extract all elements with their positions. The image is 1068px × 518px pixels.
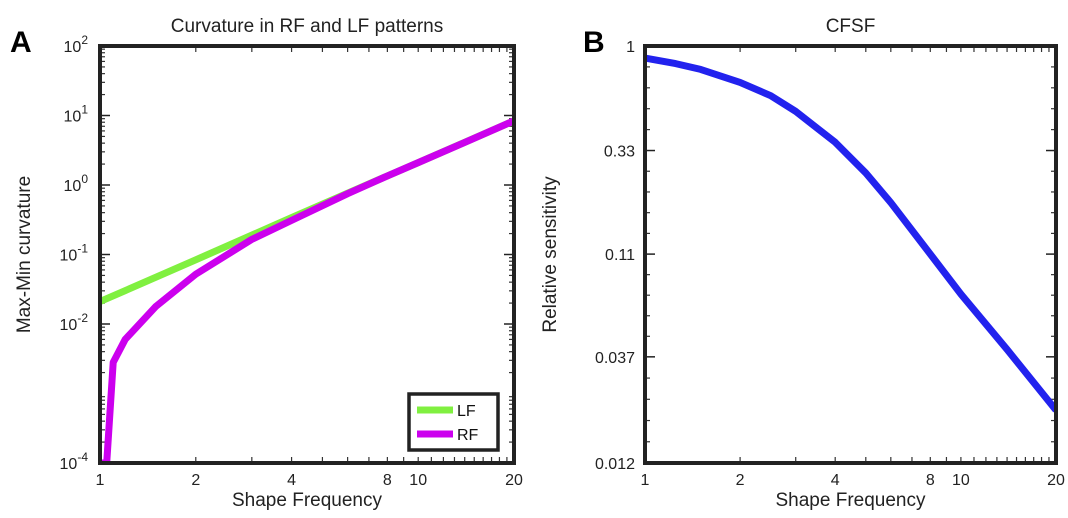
x-tick-label: 20 bbox=[1047, 472, 1065, 489]
legend: LF RF bbox=[407, 392, 500, 452]
x-tick-label: 10 bbox=[409, 472, 427, 489]
y-tick-label: 1 bbox=[626, 39, 635, 56]
x-tick-label: 1 bbox=[96, 472, 105, 489]
y-axis-label: Max-Min curvature bbox=[14, 176, 35, 333]
chart-title: Curvature in RF and LF patterns bbox=[171, 16, 443, 37]
x-tick-label: 20 bbox=[505, 472, 523, 489]
x-tick-label: 8 bbox=[383, 472, 392, 489]
chart-b: 0.012 0.037 0.11 0.33 1 1 2 4 8 10 20 CFSF Shape Fre… bbox=[540, 16, 1065, 511]
y-tick-exponent: 1 bbox=[81, 103, 88, 117]
legend-box bbox=[407, 392, 500, 452]
panel-label-b: B bbox=[583, 26, 605, 59]
y-tick-label: 0.33 bbox=[604, 144, 635, 161]
plot-frame bbox=[98, 44, 516, 465]
x-axis-label: Shape Frequency bbox=[232, 490, 382, 511]
series-line-sensitivity bbox=[645, 54, 1056, 413]
y-tick-exponent: -2 bbox=[77, 311, 88, 325]
x-tick-label: 4 bbox=[287, 472, 296, 489]
y-tick-exponent: -4 bbox=[77, 450, 88, 464]
panel-label-a: A bbox=[10, 26, 32, 59]
y-tick-label: 0.012 bbox=[595, 456, 635, 473]
y-tick-label: 10-4 bbox=[60, 450, 89, 473]
y-tick-label: 102 bbox=[64, 33, 89, 56]
series-line-rf bbox=[100, 117, 514, 463]
y-tick-label: 101 bbox=[64, 103, 89, 126]
plot-frame bbox=[643, 44, 1058, 465]
x-tick-label: 2 bbox=[736, 472, 745, 489]
y-tick-base: 10 bbox=[60, 456, 78, 473]
x-axis-label: Shape Frequency bbox=[776, 490, 926, 511]
chart-title: CFSF bbox=[826, 16, 876, 37]
x-tick-label: 4 bbox=[831, 472, 840, 489]
x-tick-label: 1 bbox=[641, 472, 650, 489]
y-tick-label: 10-1 bbox=[60, 242, 89, 265]
y-tick-exponent: 2 bbox=[81, 33, 88, 47]
y-axis-label: Relative sensitivity bbox=[540, 176, 561, 333]
x-tick-label: 8 bbox=[926, 472, 935, 489]
x-tick-label: 2 bbox=[191, 472, 200, 489]
y-tick-label: 100 bbox=[64, 172, 89, 195]
x-tick-label: 10 bbox=[952, 472, 970, 489]
y-tick-exponent: -1 bbox=[77, 242, 88, 256]
y-tick-label: 0.11 bbox=[605, 247, 635, 264]
y-tick-base: 10 bbox=[64, 109, 82, 126]
y-tick-base: 10 bbox=[64, 178, 82, 195]
y-tick-label: 10-2 bbox=[60, 311, 89, 334]
y-tick-label: 0.037 bbox=[595, 350, 635, 367]
y-tick-exponent: 0 bbox=[81, 172, 88, 186]
legend-label-lf: LF bbox=[457, 403, 476, 420]
y-tick-base: 10 bbox=[64, 39, 82, 56]
legend-label-rf: RF bbox=[457, 427, 479, 444]
y-tick-base: 10 bbox=[60, 248, 78, 265]
y-tick-base: 10 bbox=[60, 317, 78, 334]
